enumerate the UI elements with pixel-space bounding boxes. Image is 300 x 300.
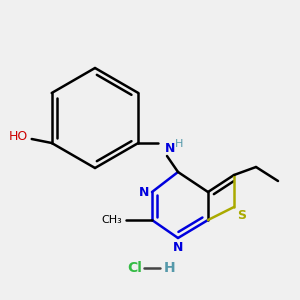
Text: S: S [237, 209, 246, 222]
Text: H: H [175, 139, 183, 149]
Text: HO: HO [8, 130, 28, 142]
Text: CH₃: CH₃ [101, 215, 122, 225]
Text: Cl: Cl [127, 261, 142, 275]
Text: N: N [139, 185, 149, 199]
Text: N: N [165, 142, 175, 154]
Text: H: H [164, 261, 176, 275]
Text: N: N [173, 241, 183, 254]
